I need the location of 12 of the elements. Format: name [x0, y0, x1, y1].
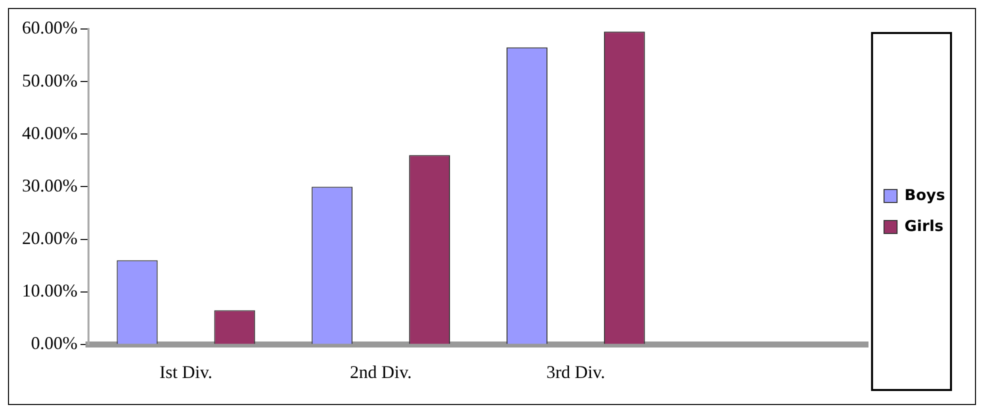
- legend-label: Boys: [904, 186, 946, 204]
- y-tick-label: 30.00%: [22, 175, 78, 196]
- y-tick-label: 50.00%: [22, 70, 78, 90]
- legend-label: Girls: [904, 216, 944, 235]
- y-tick-label: 20.00%: [22, 228, 78, 248]
- y-tick-label: 0.00%: [30, 333, 78, 354]
- y-tick-label: 10.00%: [22, 280, 78, 301]
- x-tick-label: 3rd Div.: [546, 362, 606, 382]
- x-tick-label: 2nd Div.: [350, 362, 412, 382]
- x-tick-label: Ist Div.: [160, 362, 212, 382]
- y-tick-label: 60.00%: [22, 18, 78, 38]
- y-tick-label: 40.00%: [22, 122, 78, 143]
